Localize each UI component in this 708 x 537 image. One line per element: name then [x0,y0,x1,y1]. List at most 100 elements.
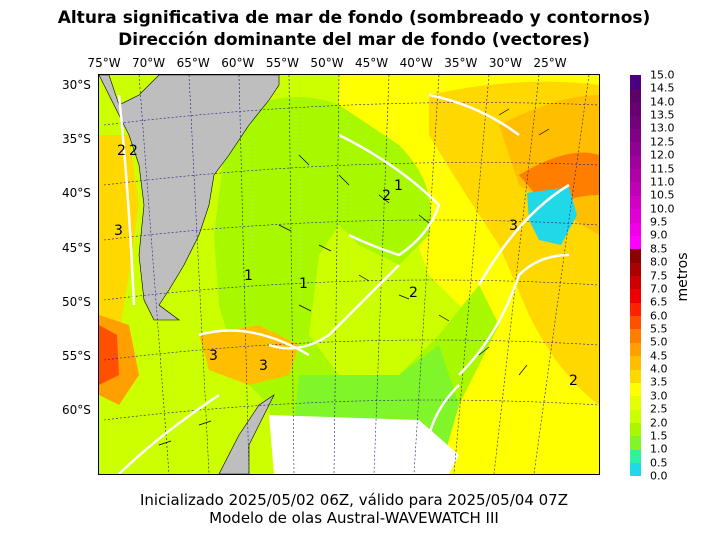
colorbar-segment [630,288,641,303]
field-zone-south-orange [199,325,299,385]
colorbar-segment [630,395,641,410]
colorbar-segment [630,235,641,250]
colorbar-segment [630,435,641,450]
contour-label: 3 [259,358,268,374]
latitude-label: 35°S [62,132,91,147]
colorbar-tick-label: 14.0 [650,95,675,109]
contour-lines [117,93,570,474]
colorbar-tick-label: 9.0 [650,228,668,242]
contour-label: 1 [299,276,308,292]
latitude-label: 50°S [62,294,91,309]
colorbar-segment [630,222,641,236]
longitude-label: 60°W [221,56,255,70]
colorbar-segment [630,208,641,223]
colorbar-segment [630,181,641,196]
map-title: Altura significativa de mar de fondo (so… [57,8,651,28]
colorbar-tick-label: 11.0 [650,175,675,189]
contour-label: 2 [382,188,391,204]
colorbar-segment [630,195,641,210]
contour-label-group: 1 1 1 2 2 2 2 3 3 3 3 2 [114,143,578,389]
colorbar-tick-label: 8.5 [650,242,668,256]
contour-label: 1 [244,268,253,284]
colorbar-tick-label: 12.5 [650,135,675,149]
latitude-label: 60°S [62,403,91,418]
map-subtitle: Dirección dominante del mar de fondo (ve… [118,30,590,50]
colorbar-tick-label: 3.0 [650,389,668,403]
field-zone-west-red [99,325,119,385]
longitude-label: 75°W [87,56,121,70]
colorbar-tick-label: 0.5 [650,456,668,470]
colorbar-tick-label: 4.0 [650,362,668,376]
colorbar-segment [630,155,641,170]
field-zone-cyan-ne [527,187,577,245]
colorbar-tick-label: 7.0 [650,282,668,296]
colorbar-tick-label: 5.5 [650,322,668,336]
longitude-label: 50°W [310,56,344,70]
field-zone-west-orange [99,135,139,345]
longitude-label: 70°W [132,56,166,70]
colorbar-segment [630,328,641,343]
colorbar-tick-label: 9.5 [650,215,668,229]
colorbar-tick-label: 14.5 [650,81,675,95]
colorbar-segment [630,128,641,143]
colorbar-tick-label: 12.0 [650,148,675,162]
longitude-label: 40°W [399,56,433,70]
land-south-america [99,75,280,321]
colorbar-tick-label: 8.0 [650,255,668,269]
colorbar-segment [630,88,641,103]
colorbar-segment [630,302,641,317]
latitude-label: 55°S [62,349,91,363]
colorbar-segment [630,141,641,156]
colorbar [630,75,641,477]
colorbar-tick-label: 10.5 [650,188,675,202]
colorbar-tick-label: 1.5 [650,429,668,443]
contour-label: 1 [394,178,403,194]
longitude-label: 45°W [355,56,389,70]
colorbar-tick-label: 2.0 [650,416,668,430]
colorbar-segment [630,75,641,89]
colorbar-tick-label: 13.5 [650,108,675,122]
latitude-label: 45°S [62,240,91,255]
colorbar-segment [630,382,641,397]
colorbar-tick-label: 6.0 [650,309,668,323]
longitude-label: 65°W [176,56,210,70]
colorbar-segment [630,369,641,383]
graticule [103,75,599,474]
colorbar-label: metros [675,252,691,302]
colorbar-segment [630,262,641,276]
colorbar-tick-label: 0.0 [650,469,668,483]
model-caption: Modelo de olas Austral-WAVEWATCH III [209,509,499,527]
latitude-label: 30°S [62,78,91,92]
colorbar-segment [630,168,641,183]
colorbar-tick-label: 2.5 [650,402,668,416]
colorbar-segment [630,248,641,263]
colorbar-tick-label: 5.0 [650,335,668,349]
colorbar-segment [630,449,641,464]
colorbar-tick-label: 13.0 [650,121,675,135]
colorbar-segment [630,115,641,129]
colorbar-segment [630,409,641,424]
colorbar-tick-label: 15.0 [650,68,675,82]
colorbar-segment [630,101,641,116]
colorbar-tick-label: 7.5 [650,269,668,282]
contour-label: 3 [209,348,218,364]
colorbar-segment [630,355,641,370]
contour-label: 2 [569,373,578,389]
wave-height-map: 1 1 1 2 2 2 2 3 3 3 3 2 [98,74,600,475]
colorbar-segment [630,422,641,437]
colorbar-segment [630,462,641,477]
colorbar-tick-label: 3.5 [650,375,668,389]
init-valid-caption: Inicializado 2025/05/02 06Z, válido para… [140,491,568,509]
contour-label: 3 [509,218,518,234]
colorbar-tick-label: 6.5 [650,295,668,309]
colorbar-segment [630,275,641,290]
colorbar-segment [630,315,641,330]
contour-label: 2 [129,143,138,159]
colorbar-tick-label: 11.5 [650,162,675,176]
sea-ice [269,415,459,474]
contour-label: 3 [114,223,123,239]
longitude-label: 55°W [265,56,299,70]
contour-label: 2 [117,143,126,159]
swell-vectors [158,108,550,446]
longitude-label: 30°W [488,56,522,70]
